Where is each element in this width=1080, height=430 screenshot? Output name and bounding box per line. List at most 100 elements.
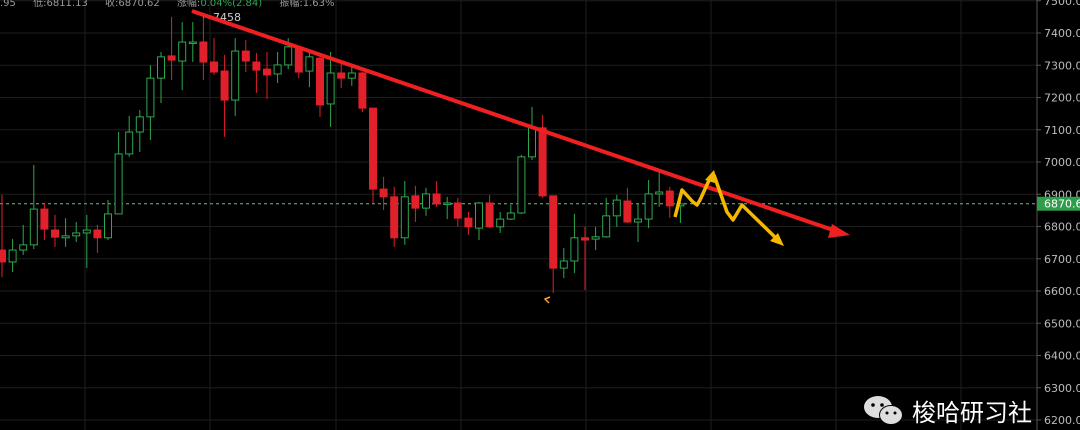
candle [61,218,70,247]
candle [0,194,6,278]
candle [199,14,208,81]
candle-body [0,249,6,263]
candle [581,226,589,291]
candle [114,132,123,215]
y-tick-label: 6400.00 [1044,350,1080,363]
candle [72,221,81,242]
candle-body [475,202,483,229]
candle [104,200,112,241]
candle [422,187,430,216]
candle-body [29,208,38,246]
candle [475,201,483,241]
y-tick-label: 7400.00 [1044,27,1080,40]
candle-body [358,72,367,109]
candle [210,38,218,75]
candle [125,115,134,157]
candle-body [135,116,144,133]
candle-body [104,213,112,239]
candle [337,62,346,89]
candle [634,202,642,242]
candle [602,197,611,238]
candle-body [369,107,377,190]
candle [326,52,335,127]
candle-body [72,232,81,237]
y-tick-label: 6800.00 [1044,221,1080,234]
candle [655,170,664,207]
candle [167,16,176,81]
candle-body [390,196,399,239]
candle [528,106,536,161]
candle [263,52,271,100]
candle-body [570,237,579,262]
candle-body [655,191,664,195]
candle-body [538,127,547,197]
projection-path-down [712,174,781,243]
candle-body [443,202,452,205]
candle-body [411,195,420,209]
candle-body [602,215,611,238]
candle [135,110,144,153]
candle-body [316,57,324,106]
wechat-icon [864,395,903,425]
candle [273,52,282,83]
header-change-label: 涨幅: [176,0,201,9]
y-tick-label: 7000.00 [1044,156,1080,169]
candle-body [61,235,70,239]
candle [559,248,568,279]
candle [157,52,165,103]
candle [390,186,399,247]
y-tick-label: 7500.00 [1044,0,1080,8]
candle-body [485,202,494,228]
y-tick-label: 7300.00 [1044,59,1080,72]
candle [443,196,452,220]
candle-body [294,46,303,73]
candle [538,114,547,198]
candle-body [114,153,123,215]
candle-body [82,229,91,234]
header-change-value: 0.04%(2.84) [200,0,263,9]
candle-body [220,70,229,101]
candle-body [337,72,346,79]
candle [496,211,505,233]
candle [517,154,526,214]
candle-body [644,193,653,220]
candle-body [581,237,589,241]
candle [188,22,197,63]
candle [570,213,579,273]
projection-path-up [673,175,713,218]
header-amplitude: 振幅:1.63% [279,0,335,9]
y-tick-label: 6300.00 [1044,382,1080,395]
candle-body [188,41,197,45]
candle [146,65,155,141]
y-tick-label: 7100.00 [1044,124,1080,137]
candle-body [453,202,462,219]
y-tick-label: 7200.00 [1044,92,1080,105]
candle-body [178,41,187,62]
candle-body [146,77,155,118]
candle-body [464,217,473,228]
header-low: 低:6811.13 [33,0,88,9]
y-tick-label: 6600.00 [1044,285,1080,298]
candle [549,195,558,293]
candle [294,46,303,79]
trendline-arrowhead [828,224,850,238]
candle-body [559,260,568,269]
candle-body [665,190,674,207]
candle [19,224,28,255]
trendline [191,9,837,233]
candle-body [422,193,430,209]
candle [411,185,420,222]
candle [665,186,674,218]
candle [220,54,229,137]
low-marker-icon [543,296,551,304]
candle-body [241,50,250,62]
candle [305,52,314,88]
candle-body [517,156,526,214]
candle [347,66,356,86]
candle [93,224,102,253]
candle [400,181,409,245]
header-close: 收:6870.62 [105,0,160,9]
candle [591,226,600,251]
candle-body [591,236,600,240]
